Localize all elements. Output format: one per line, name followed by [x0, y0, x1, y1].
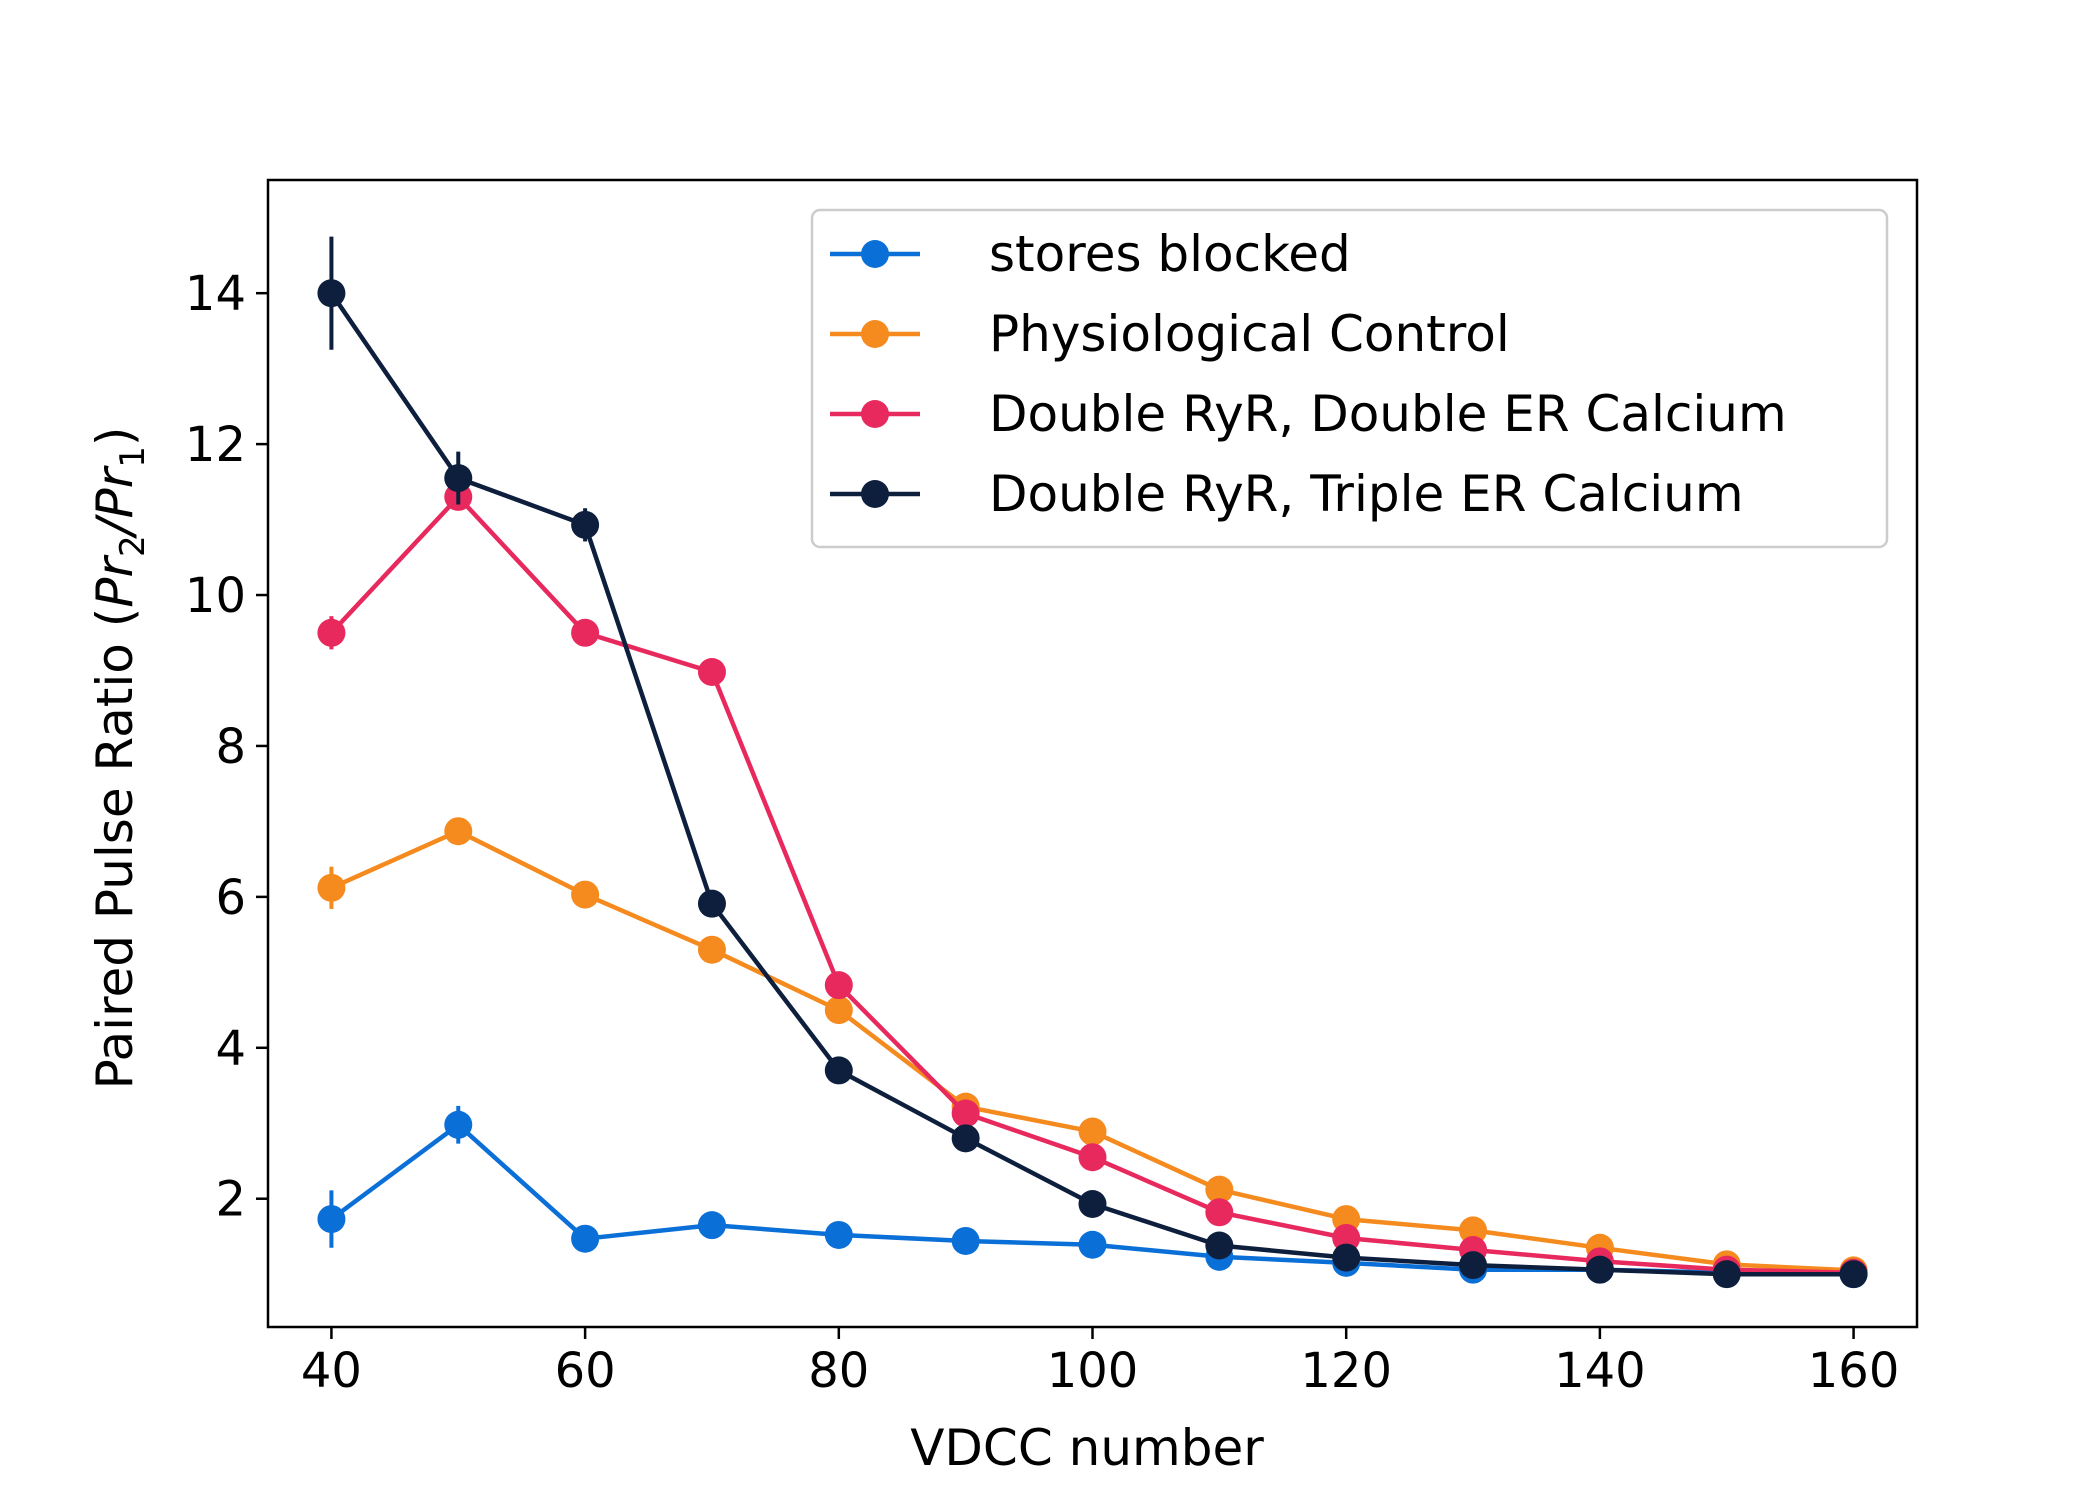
legend: stores blocked Physiological Control Doubl…	[810, 208, 1889, 549]
data-point	[1585, 1255, 1614, 1284]
data-point	[697, 935, 726, 964]
plot-marks	[317, 236, 1868, 1289]
legend-label: Double RyR, Triple ER Calcium	[989, 465, 1744, 523]
y-tick-label: 10	[185, 568, 246, 624]
data-point	[1078, 1230, 1107, 1259]
data-point	[571, 618, 600, 647]
legend-marker	[861, 400, 889, 428]
x-tick-label: 80	[808, 1343, 869, 1399]
data-point	[697, 889, 726, 918]
y-axis-label-suffix: )	[86, 427, 144, 447]
data-point	[697, 658, 726, 687]
data-point	[951, 1226, 980, 1255]
y-axis-label-denominator: Pr	[86, 464, 144, 518]
data-point	[444, 817, 473, 846]
data-point	[1332, 1223, 1361, 1252]
data-point	[1078, 1189, 1107, 1218]
data-point	[1459, 1251, 1488, 1280]
x-tick-label: 100	[1047, 1343, 1139, 1399]
data-point	[571, 880, 600, 909]
legend-box	[810, 208, 1889, 549]
y-tick-label: 6	[215, 870, 246, 926]
legend-item: Double RyR, Double ER Calcium	[830, 385, 1787, 443]
data-point	[824, 996, 853, 1025]
data-point	[824, 1056, 853, 1085]
y-axis-label-denominator-subscript: 1	[113, 446, 153, 468]
y-axis-label: Paired Pulse Ratio (Pr2/Pr1)	[86, 427, 153, 1090]
data-point	[951, 1124, 980, 1153]
x-tick-label: 120	[1300, 1343, 1392, 1399]
x-tick-label: 60	[555, 1343, 616, 1399]
y-axis-label-numerator: Pr	[86, 554, 144, 608]
y-axis-label-numerator-subscript: 2	[113, 535, 153, 557]
x-axis-label: VDCC number	[910, 1419, 1264, 1477]
y-axis-label-prefix: Paired Pulse Ratio (	[86, 608, 144, 1090]
data-point	[951, 1099, 980, 1128]
x-tick-label: 40	[301, 1343, 362, 1399]
legend-marker	[861, 480, 889, 508]
data-point	[824, 1220, 853, 1249]
data-point	[571, 1224, 600, 1253]
data-point	[1712, 1260, 1741, 1289]
series-4	[317, 236, 1868, 1289]
y-tick-label: 14	[185, 266, 246, 322]
data-point	[697, 1211, 726, 1240]
data-point	[1205, 1198, 1234, 1227]
data-point	[571, 510, 600, 539]
legend-marker	[861, 240, 889, 268]
data-point	[1078, 1117, 1107, 1146]
legend-label: Physiological Control	[989, 305, 1510, 363]
data-point	[1839, 1260, 1868, 1289]
legend-item: Physiological Control	[830, 305, 1510, 363]
data-point	[317, 618, 346, 647]
legend-marker	[861, 320, 889, 348]
y-tick-label: 4	[215, 1021, 246, 1077]
data-point	[1078, 1143, 1107, 1172]
y-tick-label: 2	[215, 1172, 246, 1228]
data-point	[317, 873, 346, 902]
legend-label: Double RyR, Double ER Calcium	[989, 385, 1787, 443]
legend-item: stores blocked	[830, 225, 1351, 283]
data-point	[1459, 1216, 1488, 1245]
data-point	[1205, 1231, 1234, 1260]
legend-item: Double RyR, Triple ER Calcium	[830, 465, 1744, 523]
data-point	[317, 1205, 346, 1234]
data-point	[317, 279, 346, 308]
y-tick-label: 8	[215, 719, 246, 775]
axes: 40 60 80 100 120 140 160 2 4 6 8 10 12 14	[185, 178, 1919, 1399]
legend-label: stores blocked	[989, 225, 1351, 283]
data-point	[824, 971, 853, 1000]
data-point	[444, 1110, 473, 1139]
data-point	[1205, 1175, 1234, 1204]
data-point	[1332, 1243, 1361, 1272]
y-tick-label: 12	[185, 417, 246, 473]
x-tick-label: 140	[1554, 1343, 1646, 1399]
x-tick-label: 160	[1808, 1343, 1900, 1399]
data-point	[444, 464, 473, 493]
